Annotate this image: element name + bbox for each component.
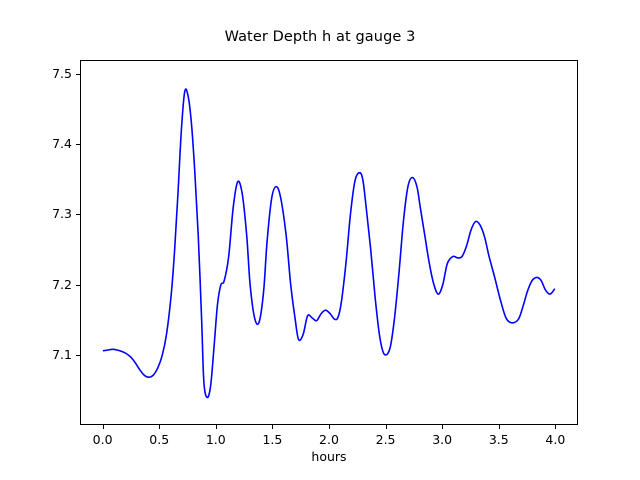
x-tick-label: 3.0	[432, 432, 453, 447]
y-tick-label: 7.5	[52, 66, 72, 82]
x-tick-label: 1.5	[262, 432, 283, 447]
y-tick-label: 7.1	[52, 346, 72, 362]
x-tick-label: 2.0	[319, 432, 339, 447]
x-tick-label: 0.5	[149, 432, 170, 447]
plot-area	[80, 60, 578, 425]
x-tick-label: 4.0	[545, 432, 566, 447]
x-tick-mark	[272, 425, 274, 429]
y-tick-label: 7.3	[52, 206, 72, 222]
x-axis-label: hours	[311, 449, 347, 464]
x-tick-mark	[102, 425, 104, 429]
y-tick-mark	[76, 354, 80, 356]
y-tick-mark	[76, 144, 80, 146]
x-tick-mark	[498, 425, 500, 429]
x-tick-label: 2.5	[375, 432, 396, 447]
y-tick-mark	[76, 284, 80, 286]
x-tick-label: 1.0	[205, 432, 226, 447]
y-tick-mark	[76, 214, 80, 216]
x-tick-mark	[329, 425, 331, 429]
y-tick-label: 7.2	[52, 276, 72, 292]
x-tick-mark	[555, 425, 557, 429]
y-tick-mark	[76, 74, 80, 76]
x-tick-mark	[442, 425, 444, 429]
y-tick-label: 7.4	[52, 136, 72, 152]
x-tick-mark	[215, 425, 217, 429]
x-tick-label: 0.0	[92, 432, 113, 447]
x-tick-label: 3.5	[488, 432, 509, 447]
x-tick-mark	[159, 425, 161, 429]
x-tick-mark	[385, 425, 387, 429]
line-series-svg	[102, 88, 556, 399]
chart-title: Water Depth h at gauge 3	[224, 29, 416, 45]
water-depth-line	[102, 88, 556, 399]
